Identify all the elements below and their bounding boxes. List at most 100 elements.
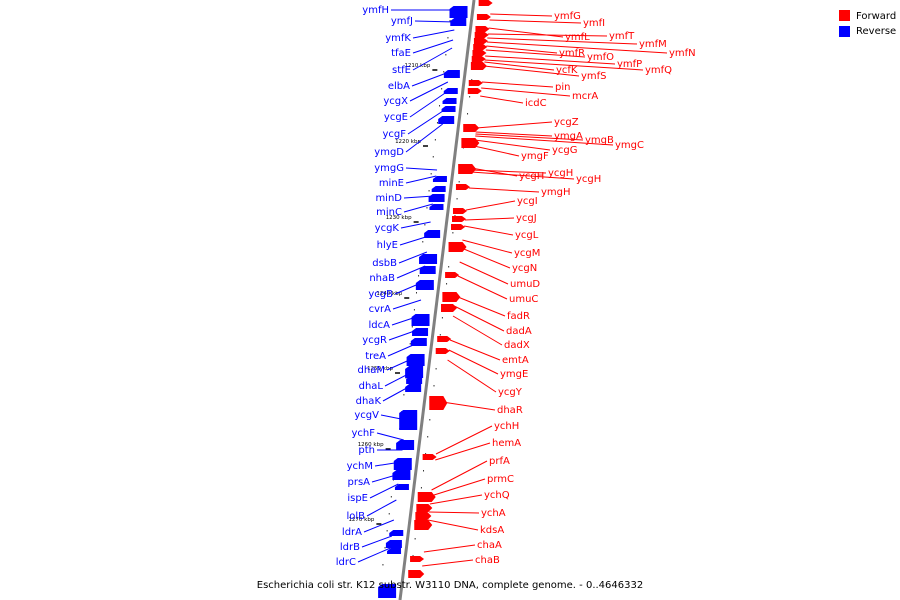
forward-gene-label[interactable]: dadA: [506, 326, 532, 337]
forward-gene-label[interactable]: umuC: [509, 294, 538, 305]
reverse-gene-feature[interactable]: [441, 106, 456, 112]
forward-gene-feature[interactable]: [451, 216, 466, 222]
forward-gene-label[interactable]: ymfS: [581, 71, 607, 82]
forward-gene-label[interactable]: ycgH: [576, 174, 601, 185]
forward-gene-feature[interactable]: [458, 164, 477, 174]
reverse-gene-feature[interactable]: [419, 266, 436, 274]
forward-gene-feature[interactable]: [416, 504, 433, 512]
forward-gene-label[interactable]: ychQ: [484, 490, 510, 501]
reverse-gene-label[interactable]: ycgF: [382, 129, 406, 140]
reverse-gene-feature[interactable]: [406, 354, 425, 366]
reverse-gene-label[interactable]: dhaK: [356, 396, 382, 407]
forward-gene-feature[interactable]: [470, 62, 487, 70]
reverse-gene-feature[interactable]: [424, 230, 441, 238]
reverse-gene-feature[interactable]: [387, 548, 402, 554]
forward-gene-label[interactable]: ycfK: [556, 65, 578, 76]
forward-gene-label[interactable]: ycgL: [515, 230, 539, 241]
forward-gene-feature[interactable]: [408, 570, 425, 578]
forward-gene-label[interactable]: chaA: [477, 540, 502, 551]
reverse-gene-feature[interactable]: [406, 376, 423, 384]
forward-gene-label[interactable]: ycgZ: [554, 117, 579, 128]
forward-gene-label[interactable]: ymfL: [565, 32, 590, 43]
reverse-gene-label[interactable]: minC: [376, 207, 402, 218]
forward-gene-label[interactable]: ymfR: [559, 48, 585, 59]
forward-gene-feature[interactable]: [461, 138, 480, 148]
forward-gene-feature[interactable]: [417, 492, 436, 502]
forward-gene-label[interactable]: ymgH: [541, 187, 571, 198]
forward-gene-feature[interactable]: [415, 512, 432, 520]
reverse-gene-label[interactable]: elbA: [388, 81, 410, 92]
forward-gene-feature[interactable]: [422, 454, 437, 460]
reverse-gene-label[interactable]: ymgD: [374, 147, 404, 158]
forward-gene-label[interactable]: ymgE: [500, 369, 528, 380]
forward-gene-feature[interactable]: [414, 520, 433, 530]
forward-gene-label[interactable]: umuD: [510, 279, 540, 290]
forward-gene-feature[interactable]: [455, 184, 470, 190]
forward-gene-label[interactable]: mcrA: [572, 91, 598, 102]
forward-gene-label[interactable]: icdC: [525, 98, 547, 109]
forward-gene-label[interactable]: ychA: [481, 508, 506, 519]
reverse-gene-label[interactable]: ymfJ: [391, 16, 413, 27]
forward-gene-feature[interactable]: [463, 124, 480, 132]
forward-gene-label[interactable]: ycgH: [548, 168, 573, 179]
reverse-gene-label[interactable]: ldrB: [340, 542, 360, 553]
forward-gene-feature[interactable]: [442, 292, 461, 302]
reverse-gene-label[interactable]: dhaM: [358, 365, 385, 376]
reverse-gene-label[interactable]: ychF: [351, 428, 375, 439]
reverse-gene-feature[interactable]: [450, 18, 467, 26]
forward-gene-feature[interactable]: [475, 26, 490, 32]
reverse-gene-label[interactable]: ycgX: [383, 96, 408, 107]
forward-gene-feature[interactable]: [468, 80, 483, 86]
reverse-gene-label[interactable]: treA: [365, 351, 386, 362]
reverse-gene-feature[interactable]: [405, 366, 424, 378]
reverse-gene-feature[interactable]: [443, 70, 460, 78]
reverse-gene-label[interactable]: ycgK: [375, 223, 400, 234]
reverse-gene-feature[interactable]: [432, 176, 447, 182]
reverse-gene-feature[interactable]: [392, 470, 411, 480]
forward-gene-feature[interactable]: [429, 396, 448, 410]
reverse-gene-feature[interactable]: [431, 186, 446, 192]
forward-gene-label[interactable]: fadR: [507, 311, 530, 322]
reverse-gene-label[interactable]: stfE: [392, 65, 411, 76]
forward-gene-label[interactable]: ymgF: [521, 151, 549, 162]
forward-gene-label[interactable]: ymfP: [617, 59, 642, 70]
reverse-gene-label[interactable]: ymfH: [362, 5, 389, 16]
reverse-gene-feature[interactable]: [385, 540, 402, 548]
reverse-gene-feature[interactable]: [419, 254, 438, 264]
reverse-gene-feature[interactable]: [412, 328, 429, 336]
reverse-gene-label[interactable]: cvrA: [369, 304, 392, 315]
forward-gene-label[interactable]: emtA: [502, 355, 529, 366]
reverse-gene-label[interactable]: ycgR: [362, 335, 387, 346]
forward-gene-label[interactable]: ymfN: [669, 48, 696, 59]
forward-gene-feature[interactable]: [473, 44, 488, 50]
forward-gene-feature[interactable]: [476, 14, 491, 20]
forward-gene-feature[interactable]: [474, 32, 489, 38]
forward-gene-label[interactable]: ymfQ: [645, 65, 672, 76]
reverse-gene-label[interactable]: dhaL: [359, 381, 384, 392]
forward-gene-feature[interactable]: [445, 272, 460, 278]
forward-gene-label[interactable]: ycgI: [517, 196, 538, 207]
forward-gene-label[interactable]: prmC: [487, 474, 514, 485]
forward-gene-feature[interactable]: [472, 50, 487, 56]
forward-gene-label[interactable]: pin: [555, 82, 570, 93]
reverse-gene-feature[interactable]: [443, 88, 458, 94]
reverse-gene-label[interactable]: ldrC: [336, 557, 356, 568]
reverse-gene-feature[interactable]: [438, 116, 455, 124]
reverse-gene-feature[interactable]: [405, 384, 422, 392]
forward-gene-feature[interactable]: [471, 56, 486, 62]
reverse-gene-label[interactable]: ymfK: [385, 33, 411, 44]
reverse-gene-feature[interactable]: [396, 440, 415, 450]
reverse-gene-label[interactable]: tfaE: [391, 48, 411, 59]
forward-gene-feature[interactable]: [410, 556, 425, 562]
reverse-gene-feature[interactable]: [449, 6, 468, 18]
forward-gene-label[interactable]: ymfO: [587, 52, 614, 63]
reverse-gene-feature[interactable]: [410, 338, 427, 346]
reverse-gene-feature[interactable]: [428, 194, 445, 202]
forward-gene-feature[interactable]: [478, 0, 493, 6]
reverse-gene-label[interactable]: prsA: [347, 477, 370, 488]
forward-gene-feature[interactable]: [451, 224, 466, 230]
forward-gene-feature[interactable]: [435, 348, 450, 354]
forward-gene-label[interactable]: ymfI: [583, 18, 605, 29]
forward-gene-feature[interactable]: [452, 208, 467, 214]
forward-gene-feature[interactable]: [437, 336, 452, 342]
